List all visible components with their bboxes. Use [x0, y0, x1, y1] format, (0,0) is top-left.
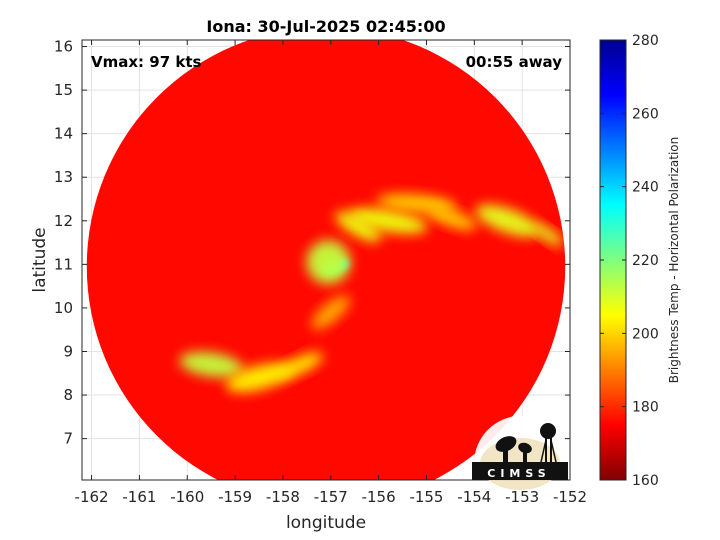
- x-tick-label: -161: [122, 488, 156, 506]
- y-axis-ticks: 7 8 9 10 11 12 13 14 15 16: [54, 38, 570, 448]
- feature-blob: [306, 240, 351, 285]
- feature-blob: [335, 211, 382, 242]
- chart-title: Iona: 30-Jul-2025 02:45:00: [206, 17, 445, 36]
- x-tick-label: -153: [505, 488, 539, 506]
- heatmap-swath: [86, 40, 566, 480]
- x-tick-label: -159: [218, 488, 252, 506]
- x-tick-label: -157: [314, 488, 348, 506]
- y-tick-label: 11: [54, 255, 73, 273]
- x-axis-label: longitude: [286, 513, 366, 533]
- feature-blob: [311, 295, 351, 330]
- x-tick-label: -156: [362, 488, 396, 506]
- feature-northern-band-2: [377, 193, 477, 231]
- y-tick-label: 14: [54, 125, 73, 143]
- y-tick-label: 15: [54, 81, 73, 99]
- feature-northern-band-1: [335, 207, 428, 242]
- feature-blob: [226, 363, 293, 393]
- feature-southern-band-2: [226, 352, 323, 393]
- vmax-annotation: Vmax: 97 kts: [91, 53, 201, 71]
- y-tick-label: 12: [54, 212, 73, 230]
- x-tick-label: -158: [266, 488, 300, 506]
- colorbar-tick-label: 180: [632, 400, 659, 416]
- y-tick-label: 16: [54, 38, 73, 56]
- feature-blob: [475, 204, 541, 237]
- x-tick-label: -160: [170, 488, 204, 506]
- colorbar-ticks: 160 180 200 220 240 260 280: [600, 33, 659, 489]
- y-axis-label: latitude: [30, 227, 50, 292]
- time-offset-annotation: 00:55 away: [466, 53, 563, 71]
- colorbar-tick-label: 240: [632, 180, 659, 196]
- feature-blob: [427, 206, 477, 231]
- x-tick-label: -152: [553, 488, 587, 506]
- cimss-logo: CIMSS: [472, 415, 568, 490]
- x-tick-label: -155: [409, 488, 443, 506]
- colorbar-tick-label: 160: [632, 473, 659, 489]
- feature-eastern-band: [475, 204, 563, 247]
- x-axis-ticks: -162 -161 -160 -159 -158 -157 -156 -155 -154 -153…: [75, 40, 587, 506]
- colorbar-tick-label: 260: [632, 106, 659, 122]
- colorbar-label: Brightness Temp - Horizontal Polarizatio…: [667, 137, 681, 384]
- convective-features: [179, 193, 563, 393]
- y-tick-label: 8: [63, 386, 73, 404]
- x-tick-label: -154: [457, 488, 491, 506]
- plot-frame: [81, 39, 571, 481]
- y-tick-label: 10: [54, 299, 73, 317]
- feature-southern-band-3: [311, 295, 351, 330]
- y-tick-label: 13: [54, 168, 73, 186]
- feature-blob: [275, 352, 323, 379]
- cimss-logo-text: CIMSS: [487, 467, 550, 480]
- colorbar-tick-label: 280: [632, 33, 659, 49]
- y-tick-label: 7: [63, 430, 73, 448]
- feature-inner-core: [306, 240, 351, 285]
- x-tick-label: -162: [75, 488, 109, 506]
- y-tick-label: 9: [63, 342, 73, 360]
- feature-southern-band-1: [179, 351, 243, 378]
- colorbar-tick-label: 200: [632, 326, 659, 342]
- feature-blob: [179, 351, 243, 378]
- feature-blob: [532, 223, 563, 247]
- colorbar-tick-label: 220: [632, 253, 659, 269]
